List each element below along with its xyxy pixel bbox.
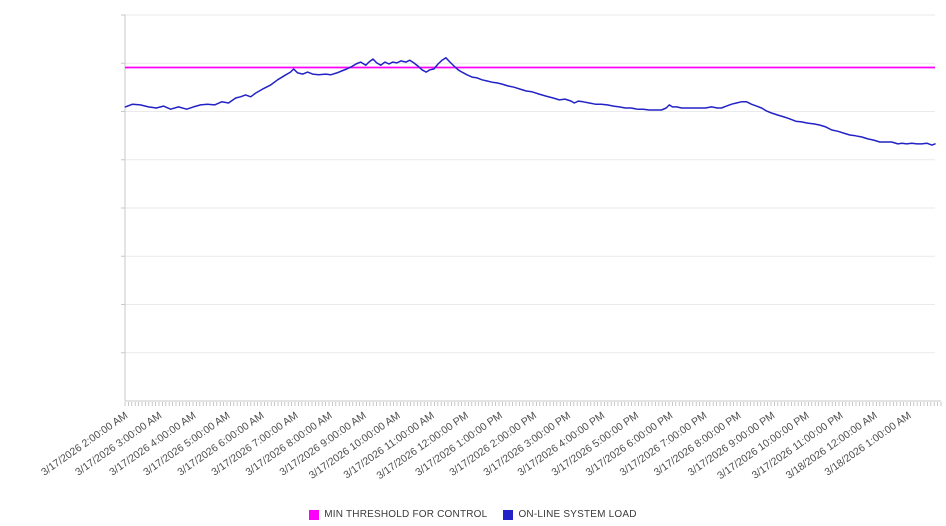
legend-item-threshold: MIN THRESHOLD FOR CONTROL <box>309 509 487 520</box>
load-swatch-icon <box>503 509 514 520</box>
legend-label-threshold: MIN THRESHOLD FOR CONTROL <box>324 509 488 520</box>
legend-label-load: ON-LINE SYSTEM LOAD <box>518 509 637 520</box>
threshold-swatch-icon <box>309 509 320 520</box>
load-line <box>124 57 936 146</box>
chart-legend: MIN THRESHOLD FOR CONTROL ON-LINE SYSTEM… <box>0 509 946 520</box>
legend-item-load: ON-LINE SYSTEM LOAD <box>503 509 637 520</box>
